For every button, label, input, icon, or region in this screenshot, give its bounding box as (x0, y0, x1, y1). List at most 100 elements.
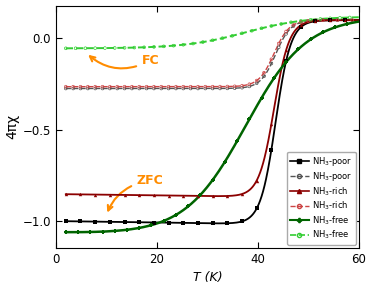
Point (70, 84, 76, 89)
Point (232, 84, 238, 89)
Point (114, 84, 120, 89)
Point (198, 193, 203, 197)
Point (161, 219, 167, 223)
Point (195, 84, 201, 89)
Point (217, 86, 223, 91)
Point (185, 204, 191, 209)
Point (312, 18, 318, 23)
Point (269, 24, 275, 28)
Point (298, 25, 304, 30)
Point (166, 220, 171, 225)
Point (100, 229, 106, 234)
Point (202, 86, 208, 91)
Point (210, 194, 216, 198)
Point (122, 193, 128, 197)
Point (246, 117, 252, 122)
Point (234, 139, 240, 143)
Point (92, 86, 98, 91)
Point (342, 18, 348, 22)
Point (180, 42, 186, 47)
Point (224, 194, 230, 198)
Point (283, 59, 289, 64)
Point (327, 18, 333, 23)
Point (92, 84, 98, 89)
Point (291, 23, 296, 27)
Point (136, 226, 142, 230)
Point (141, 45, 147, 50)
Point (144, 84, 150, 89)
Point (100, 84, 106, 89)
Point (291, 24, 296, 28)
Point (136, 84, 142, 89)
Point (312, 18, 318, 23)
Point (222, 160, 228, 164)
Point (219, 36, 225, 41)
Point (327, 18, 333, 23)
Point (85, 86, 91, 91)
Point (151, 84, 157, 89)
Point (334, 18, 340, 23)
Point (210, 86, 216, 91)
Point (254, 178, 260, 183)
Point (254, 206, 260, 211)
Point (136, 193, 142, 197)
Point (239, 84, 245, 88)
Point (170, 43, 176, 48)
Point (342, 18, 348, 22)
Point (308, 37, 314, 42)
Point (308, 17, 314, 22)
Point (320, 18, 326, 23)
Point (349, 18, 355, 22)
Point (239, 85, 245, 90)
Point (239, 219, 245, 224)
Point (122, 86, 128, 91)
Point (261, 74, 267, 79)
Point (202, 84, 208, 89)
Point (349, 18, 355, 22)
Point (148, 223, 154, 227)
Point (269, 122, 275, 126)
Point (151, 86, 157, 91)
Point (166, 193, 171, 198)
Y-axis label: 4πχ: 4πχ (6, 114, 20, 139)
Point (151, 220, 157, 225)
Point (298, 23, 304, 28)
Point (73, 46, 78, 50)
Point (239, 31, 245, 36)
Point (107, 86, 113, 91)
Point (136, 220, 142, 225)
Point (320, 18, 326, 23)
Point (312, 19, 318, 23)
Point (312, 19, 318, 23)
Point (246, 84, 252, 89)
Point (63, 86, 69, 91)
Point (327, 18, 333, 23)
Point (63, 84, 69, 89)
Point (107, 193, 113, 197)
Point (195, 221, 201, 226)
Point (77, 219, 83, 224)
Point (232, 86, 238, 90)
Point (158, 84, 164, 89)
Point (187, 84, 193, 89)
Point (200, 40, 206, 44)
Point (305, 19, 311, 23)
Point (190, 41, 196, 46)
Point (77, 192, 83, 197)
Point (87, 230, 93, 234)
Point (288, 20, 294, 25)
Point (317, 17, 323, 21)
Point (342, 18, 348, 23)
Point (173, 84, 179, 89)
Legend: NH$_3$-poor, NH$_3$-poor, NH$_3$-rich, NH$_3$-rich, NH$_3$-free, NH$_3$-free: NH$_3$-poor, NH$_3$-poor, NH$_3$-rich, N… (287, 152, 356, 245)
Point (283, 32, 289, 36)
Point (332, 25, 338, 30)
Point (85, 84, 91, 89)
Point (180, 193, 186, 198)
Point (166, 84, 171, 89)
Point (92, 219, 98, 224)
Point (283, 29, 289, 34)
Point (327, 18, 333, 23)
Point (129, 84, 135, 89)
Point (239, 192, 245, 196)
